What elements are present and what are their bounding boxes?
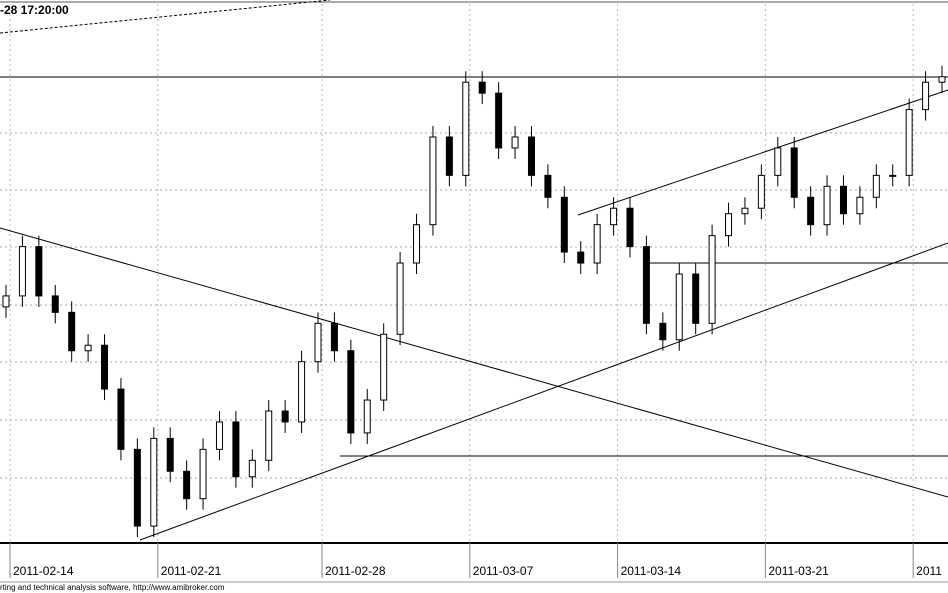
candle-body — [429, 136, 437, 226]
candle-body — [199, 448, 207, 500]
candle-body — [626, 207, 634, 248]
candle-body — [248, 459, 256, 478]
candle-body — [725, 213, 733, 237]
candle-body — [938, 76, 946, 83]
x-tick-label: 2011-03-21 — [768, 564, 829, 578]
candle-body — [856, 196, 864, 215]
grid-lines — [0, 132, 948, 479]
candle-body — [18, 246, 26, 297]
candle-body — [396, 262, 404, 335]
candle-body — [265, 410, 273, 461]
candle-body — [642, 246, 650, 324]
trend-line — [0, 227, 948, 498]
candle-body — [51, 295, 59, 313]
candle-body — [68, 311, 76, 352]
candle-body — [593, 224, 601, 264]
candle-body — [347, 350, 355, 434]
candles — [2, 65, 946, 538]
candle-body — [133, 448, 141, 527]
footer: rting and technical analysis software, h… — [0, 583, 225, 592]
candle-body — [708, 235, 716, 324]
candle-body — [790, 147, 798, 198]
candle-body — [314, 322, 322, 363]
candle-body — [84, 344, 92, 352]
candle-body — [577, 251, 585, 264]
candle-body — [215, 421, 223, 450]
candle-body — [675, 273, 683, 341]
candle-body — [659, 322, 667, 341]
candle-body — [330, 322, 338, 352]
x-tick-label: 2011-03-07 — [473, 564, 534, 578]
candle-body — [478, 81, 486, 94]
candle-body — [807, 196, 815, 226]
candle-body — [166, 437, 174, 472]
candle-body — [872, 174, 880, 198]
x-tick-label: 2011-03-14 — [621, 564, 682, 578]
x-tick-label: 2011 — [916, 564, 942, 578]
candle-body — [610, 207, 618, 226]
candle-body — [774, 147, 782, 176]
candle-body — [150, 437, 158, 527]
candle-body — [741, 207, 749, 215]
candle-body — [889, 174, 897, 177]
candle-body — [692, 273, 700, 324]
x-tick-label: 2011-02-21 — [161, 564, 222, 578]
candle-body — [232, 421, 240, 478]
candle-body — [922, 81, 930, 111]
trend-line — [139, 242, 948, 541]
candle-body — [544, 174, 552, 198]
dashed-line — [0, 0, 331, 34]
trend-line — [577, 89, 948, 216]
candle-body — [462, 81, 470, 176]
candle-body — [363, 399, 371, 434]
candle-body — [35, 246, 43, 297]
candle-body — [445, 136, 453, 176]
candle-body — [298, 361, 306, 423]
x-tick-labels: 2011-02-14 2011-02-21 2011-02-28 2011-03-07… — [9, 543, 942, 578]
candle-body — [495, 92, 503, 149]
trend-lines — [0, 0, 948, 541]
candle-body — [413, 224, 421, 264]
candle-body — [511, 136, 519, 149]
candle-body — [183, 470, 191, 500]
candle-body — [117, 388, 125, 450]
candle-body — [527, 136, 535, 176]
chart-title: -28 17:20:00 — [0, 3, 69, 17]
candle-body — [101, 344, 109, 390]
candle-body — [905, 109, 913, 176]
candle-body — [380, 333, 388, 401]
candle-body — [839, 185, 847, 215]
candle-body — [823, 185, 831, 226]
candle-body — [2, 295, 10, 308]
candle-body — [757, 174, 765, 209]
candle-body — [281, 410, 289, 423]
candle-body — [560, 196, 568, 253]
x-tick-label: 2011-02-28 — [325, 564, 386, 578]
x-tick-label: 2011-02-14 — [13, 564, 74, 578]
